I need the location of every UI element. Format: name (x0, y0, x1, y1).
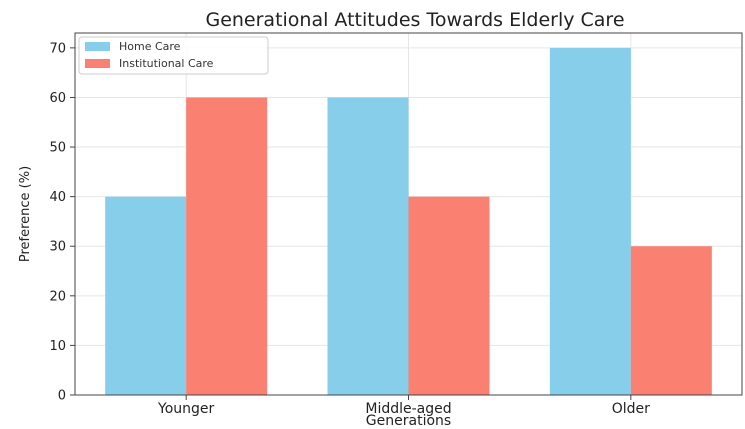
x-tick-label: Middle-aged (365, 401, 451, 417)
bar-home-care-younger (105, 196, 187, 395)
legend-box (78, 36, 269, 75)
x-axis: Younger Middle-aged Older (157, 395, 650, 417)
legend: Home Care Institutional Care (78, 36, 269, 75)
y-tick-label: 10 (49, 339, 66, 354)
y-tick-label: 0 (58, 389, 66, 404)
chart-title: Generational Attitudes Towards Elderly C… (205, 9, 624, 31)
x-tick-label: Younger (157, 401, 215, 417)
bars (105, 47, 712, 396)
x-tick-label: Older (612, 401, 650, 417)
y-tick-label: 70 (49, 41, 66, 56)
y-axis-title: Preference (%) (18, 166, 33, 262)
legend-swatch-home-care (85, 42, 110, 51)
bar-institutional-care-middle-aged (408, 196, 490, 395)
legend-label-institutional-care: Institutional Care (119, 57, 214, 70)
y-tick-label: 20 (49, 289, 66, 304)
x-axis-title: Generations (366, 413, 451, 429)
y-tick-label: 50 (49, 141, 66, 156)
legend-swatch-institutional-care (85, 59, 110, 68)
y-tick-label: 30 (49, 240, 66, 255)
y-tick-label: 60 (49, 91, 66, 106)
bar-institutional-care-younger (186, 97, 268, 395)
y-axis: 0 10 20 30 40 50 60 70 (49, 41, 75, 404)
bar-home-care-older (549, 47, 631, 396)
legend-label-home-care: Home Care (119, 40, 181, 53)
bar-home-care-middle-aged (327, 97, 409, 395)
bar-institutional-care-older (630, 246, 712, 395)
y-tick-label: 40 (49, 190, 66, 205)
